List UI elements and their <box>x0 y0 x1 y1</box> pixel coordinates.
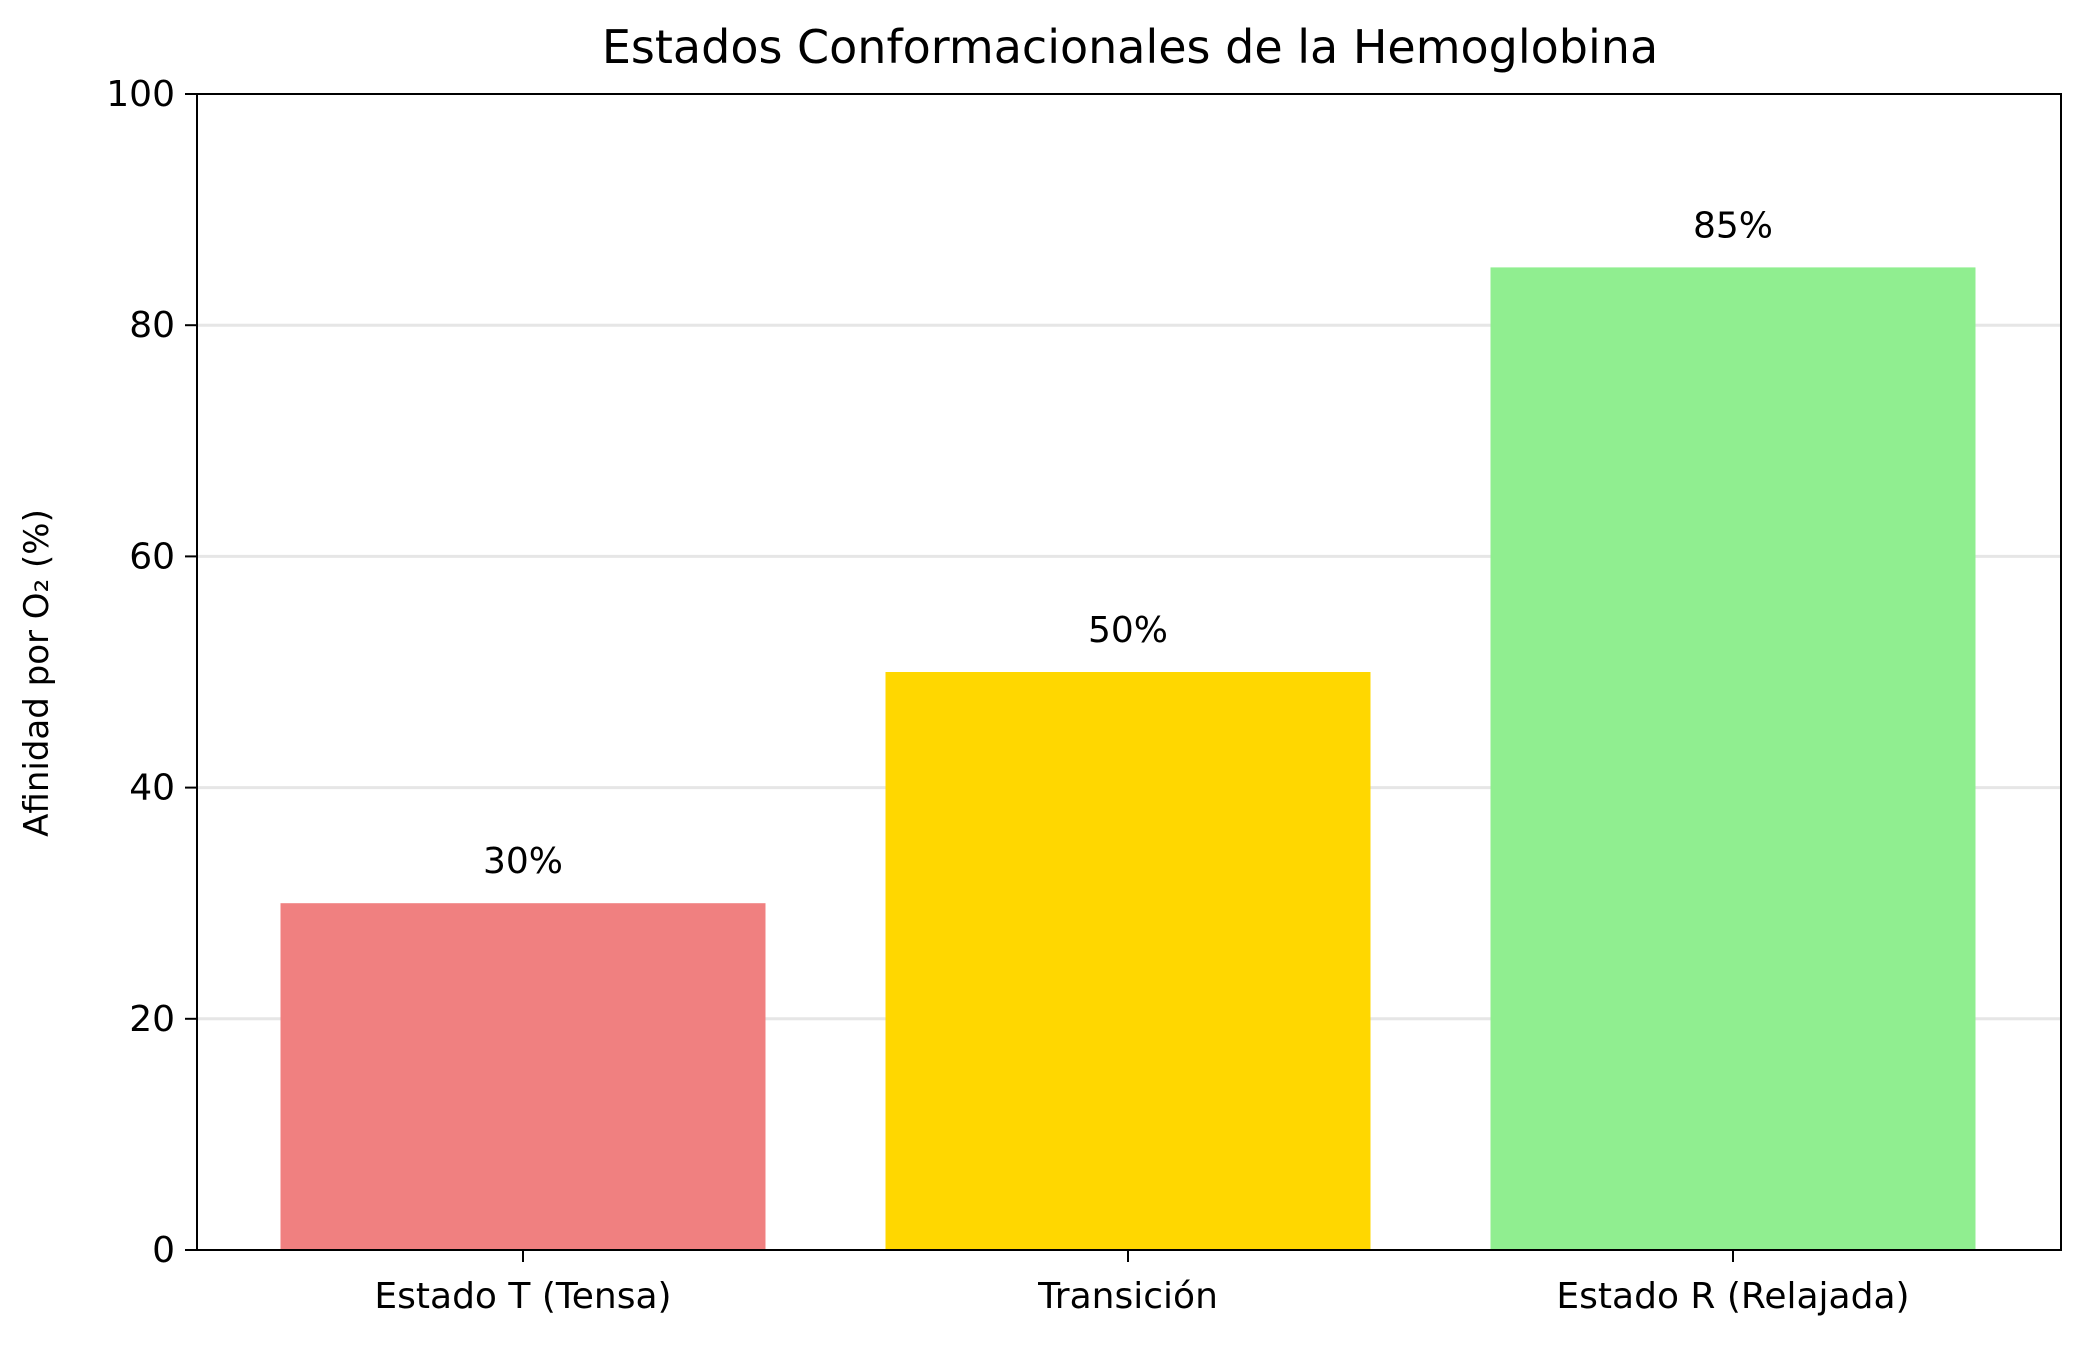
y-tick-label-100: 100 <box>106 74 175 115</box>
bar-value-label-1: 30% <box>483 841 563 882</box>
y-tick-label-80: 80 <box>129 305 175 346</box>
bar-value-label-2: 50% <box>1088 610 1168 651</box>
y-tick-label-20: 20 <box>129 999 175 1040</box>
axes <box>185 93 2062 1262</box>
bars <box>280 267 1976 1250</box>
chart-title: Estados Conformacionales de la Hemoglobi… <box>602 20 1658 74</box>
bar-3 <box>1490 267 1976 1250</box>
y-tick-label-60: 60 <box>129 536 175 577</box>
x-tick-label-3: Estado R (Relajada) <box>1556 1276 1909 1317</box>
bar-1 <box>280 903 766 1250</box>
bar-2 <box>885 672 1371 1250</box>
y-tick-label-40: 40 <box>129 768 175 809</box>
x-tick-label-2: Transición <box>1037 1276 1218 1317</box>
y-axis-label: Afinidad por O₂ (%) <box>17 509 57 837</box>
y-tick-label-0: 0 <box>152 1230 175 1271</box>
plot-frame <box>196 93 2062 1251</box>
labels: 30% Estado T (Tensa) 50% Transición 85% Estad… <box>106 74 1909 1317</box>
x-tick-label-1: Estado T (Tensa) <box>374 1276 671 1317</box>
bar-value-label-3: 85% <box>1693 205 1773 246</box>
